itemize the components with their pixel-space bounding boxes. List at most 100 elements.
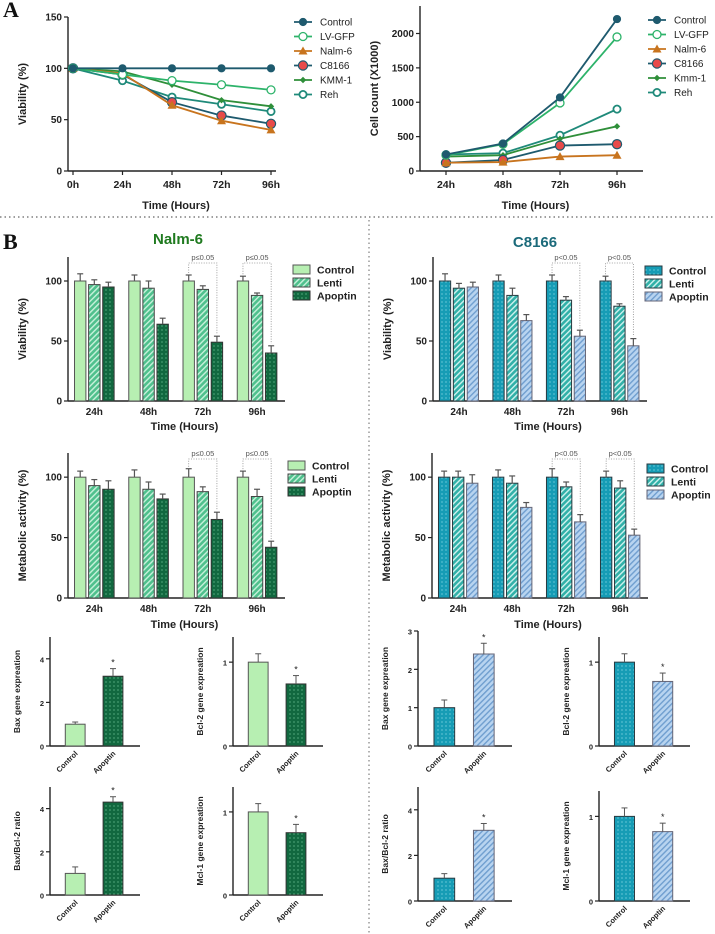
- legend-label: Apoptin: [317, 291, 357, 303]
- bar-group-48h: 48h: [128, 274, 169, 418]
- data-point: [167, 100, 177, 109]
- y-axis-title: Bax/Bcl-2 ratio: [380, 814, 390, 874]
- bar-control: [599, 476, 613, 599]
- x-axis-title: Time (Hours): [502, 200, 570, 212]
- bar-group-apoptin: * Apoptin: [462, 632, 495, 775]
- bar-control: [236, 280, 250, 402]
- y-tick-label: 100: [410, 277, 427, 288]
- legend-item: Apoptin: [292, 290, 357, 303]
- x-tick-label: 48h: [494, 179, 512, 191]
- bar-group-control: Control: [237, 653, 269, 774]
- y-tick-label: 50: [51, 533, 63, 544]
- x-axis-title: Time (Hours): [151, 619, 219, 631]
- bar-group-96h: 96h p≤0.05: [236, 253, 278, 418]
- y-axis-title: Mcl-1 gene expreation: [195, 796, 205, 885]
- x-tick-label: Control: [424, 749, 449, 774]
- bar-control: [545, 476, 559, 599]
- y-tick-label: 100: [409, 473, 426, 484]
- legend-label: Control: [669, 266, 706, 278]
- legend-item: Apoptin: [644, 291, 709, 304]
- data-point: [297, 60, 309, 71]
- bar-lenti: [196, 491, 210, 599]
- y-tick-label: 0: [408, 167, 414, 178]
- data-point: [217, 116, 226, 125]
- bar-control: [182, 476, 195, 599]
- x-tick-label: 72h: [557, 407, 574, 418]
- bar-lenti: [614, 487, 627, 599]
- significance-star: *: [294, 665, 298, 675]
- legend-item: Apoptin: [646, 489, 711, 502]
- significance-bracket: p≤0.05: [242, 449, 272, 540]
- p-value-label: p<0.05: [554, 253, 577, 262]
- x-tick-label: 72h: [558, 604, 575, 615]
- legend: Control LV-GFP Nalm-6 C8166 Kmm-1 Reh: [648, 16, 709, 99]
- bar-apoptin: [285, 832, 307, 896]
- b-nalm-metabolic-axes: 0 50 100 Metabolic activity (%) 24h 48h 72h p≤0…: [17, 449, 352, 631]
- bar-lenti: [250, 294, 264, 402]
- legend-item: LV-GFP: [648, 29, 709, 41]
- data-point: [299, 76, 307, 84]
- bar-group-apoptin: * Apoptin: [274, 665, 307, 775]
- x-tick-label: Apoptin: [641, 904, 668, 931]
- data-point: [266, 125, 276, 134]
- legend-swatch: [644, 291, 663, 302]
- bar-group-control: Control: [604, 653, 635, 774]
- data-point: [266, 85, 276, 95]
- legend-swatch: [644, 265, 663, 276]
- legend-item: Nalm-6: [294, 46, 353, 58]
- series-line: [445, 143, 618, 164]
- legend-item: Lenti: [644, 278, 694, 291]
- legend-item: Control: [646, 463, 708, 476]
- bar-apoptin: [652, 680, 674, 747]
- bar-apoptin: [102, 286, 115, 402]
- data-point: [167, 64, 177, 73]
- y-tick-label: 100: [45, 277, 62, 288]
- bar-group-control: Control: [54, 721, 86, 774]
- legend-label: Apoptin: [312, 487, 352, 499]
- data-point: [612, 150, 622, 159]
- legend-item: Kmm-1: [648, 74, 707, 85]
- bar-control: [128, 280, 141, 402]
- significance-star: *: [661, 812, 665, 822]
- y-tick-label: 0: [408, 898, 412, 907]
- y-axis-title: Viability (%): [382, 298, 394, 360]
- bar-lenti: [196, 288, 210, 402]
- data-point: [612, 104, 622, 114]
- series-c8166: [440, 138, 623, 168]
- bar-group-control: Control: [237, 803, 269, 923]
- x-tick-label: 72h: [551, 179, 569, 191]
- legend-label: Lenti: [669, 279, 694, 291]
- p-value-label: p≤0.05: [246, 253, 269, 262]
- y-axis-title: Viability (%): [17, 63, 29, 125]
- data-point: [266, 64, 276, 73]
- legend-label: Kmm-1: [674, 74, 707, 85]
- data-point: [613, 123, 621, 130]
- legend-label: C8166: [674, 59, 704, 70]
- bar-apoptin: [472, 653, 495, 747]
- legend-item: C8166: [294, 60, 350, 72]
- bar-lenti: [560, 486, 573, 599]
- bar-apoptin: [156, 498, 169, 599]
- y-tick-label: 0: [40, 892, 44, 901]
- bar-apoptin: [627, 345, 640, 402]
- bar-lenti: [452, 476, 465, 599]
- legend-swatch: [287, 460, 306, 471]
- y-tick-label: 0: [408, 743, 412, 752]
- x-tick-label: 96h: [608, 179, 626, 191]
- y-axis-title: Bax gene expreation: [12, 650, 22, 733]
- y-tick-label: 2000: [392, 29, 415, 40]
- b-c8166-bcl2-axes: 0 1 Bcl-2 gene expreation Control * Apoptin: [561, 637, 690, 775]
- y-tick-label: 0: [420, 594, 426, 605]
- x-tick-label: 24h: [86, 604, 103, 615]
- significance-star: *: [661, 662, 665, 672]
- y-tick-label: 2: [408, 666, 412, 675]
- x-tick-label: 72h: [194, 407, 211, 418]
- y-tick-label: 0: [40, 743, 44, 752]
- data-point: [298, 31, 308, 42]
- data-point: [167, 76, 177, 86]
- x-tick-label: 24h: [86, 407, 103, 418]
- legend-label: Lenti: [317, 278, 342, 290]
- significance-bracket: p≤0.05: [188, 449, 218, 511]
